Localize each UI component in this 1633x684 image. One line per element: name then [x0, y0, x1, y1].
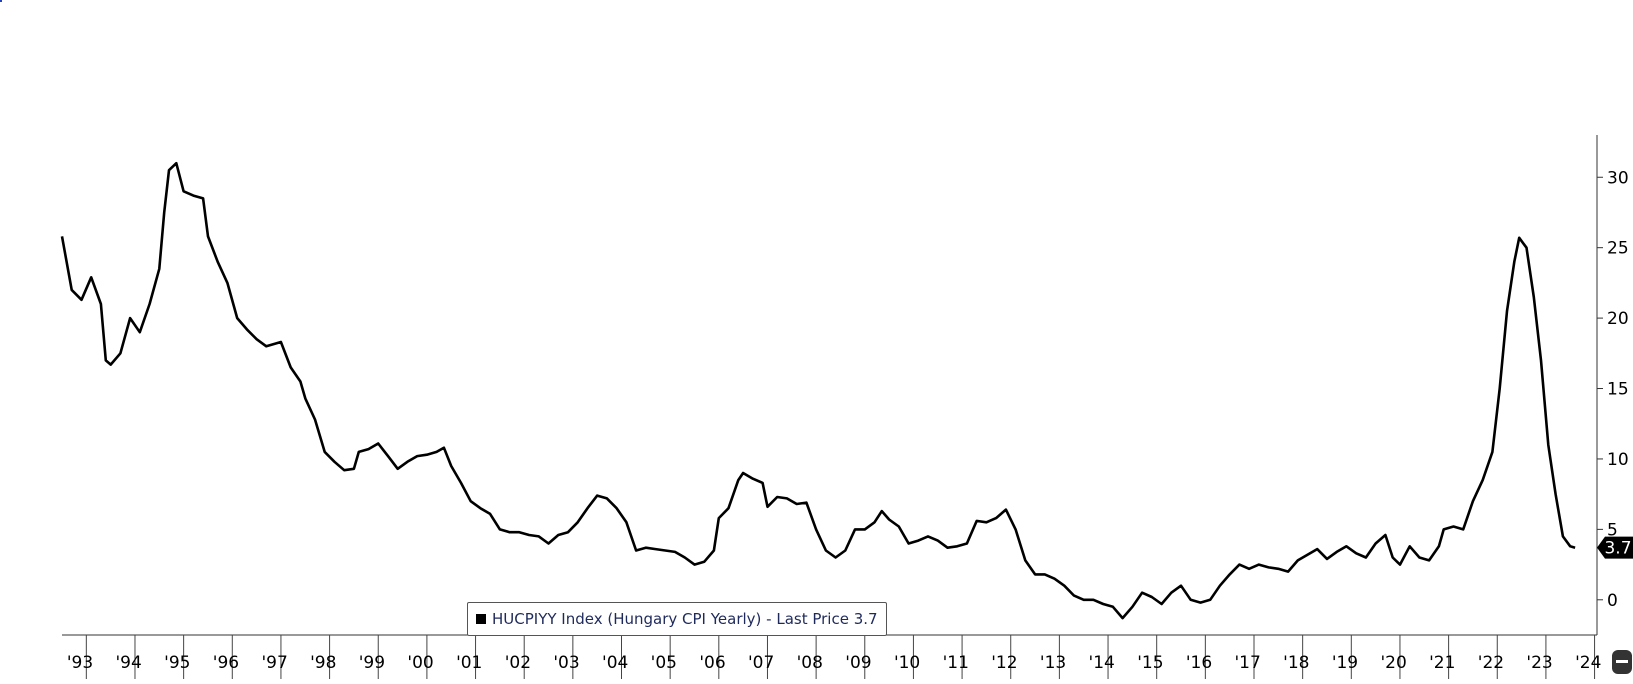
minimize-icon[interactable]: [1612, 650, 1632, 674]
legend-label: HUCPIYY Index (Hungary CPI Yearly) - Las…: [492, 610, 878, 628]
x-tick-label: '15: [1137, 653, 1163, 673]
series-layer: [60, 161, 1576, 620]
last-price-tag: [1597, 536, 1633, 559]
x-tick-label: '18: [1283, 653, 1309, 673]
legend: HUCPIYY Index (Hungary CPI Yearly) - Las…: [467, 602, 887, 636]
x-tick-label: '98: [310, 653, 336, 673]
x-tick-label: '22: [1478, 653, 1504, 673]
corner-dot: [0, 0, 2, 2]
x-tick-label: '08: [797, 653, 823, 673]
y-tick-label: 30: [1607, 168, 1629, 188]
x-tick-label: '17: [1235, 653, 1261, 673]
x-tick-label: '94: [115, 653, 141, 673]
ticks-layer: 0 5 10 15 20 25 30 '93 '94 '95 '96 '97 '98 '99 '00 '01 '…: [67, 168, 1633, 679]
x-tick-label: '02: [505, 653, 531, 673]
y-tick-label: 20: [1607, 309, 1629, 329]
x-tick-label: '06: [699, 653, 725, 673]
series-line: [60, 161, 1576, 620]
x-tick-label: '01: [456, 653, 482, 673]
x-tick-label: '99: [359, 653, 385, 673]
x-tick-label: '97: [261, 653, 287, 673]
x-tick-label: '07: [748, 653, 774, 673]
last-price-label: 3.7: [1604, 539, 1631, 559]
y-tick-label: 15: [1607, 380, 1629, 400]
x-tick-label: '24: [1575, 653, 1601, 673]
legend-swatch: [476, 614, 486, 624]
axes: [62, 135, 1598, 636]
y-tick-label: 0: [1607, 591, 1618, 611]
x-tick-label: '96: [213, 653, 239, 673]
x-tick-label: '03: [553, 653, 579, 673]
x-tick-label: '04: [602, 653, 628, 673]
x-tick-label: '23: [1526, 653, 1552, 673]
x-tick-label: '11: [943, 653, 969, 673]
x-tick-label: '20: [1380, 653, 1406, 673]
x-tick-label: '05: [651, 653, 677, 673]
x-tick-label: '00: [407, 653, 433, 673]
y-tick-label: 5: [1607, 520, 1618, 540]
x-tick-label: '21: [1429, 653, 1455, 673]
x-tick-label: '93: [67, 653, 93, 673]
x-tick-label: '14: [1089, 653, 1115, 673]
x-tick-label: '09: [845, 653, 871, 673]
y-tick-label: 25: [1607, 239, 1629, 259]
x-tick-label: '13: [1040, 653, 1066, 673]
x-tick-label: '12: [991, 653, 1017, 673]
x-tick-label: '95: [164, 653, 190, 673]
x-tick-label: '10: [894, 653, 920, 673]
y-tick-label: 10: [1607, 450, 1629, 470]
x-tick-label: '19: [1332, 653, 1358, 673]
x-tick-label: '16: [1186, 653, 1212, 673]
